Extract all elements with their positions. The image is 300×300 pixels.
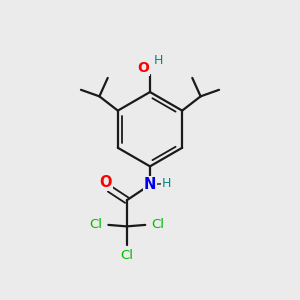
Text: H: H <box>162 177 171 190</box>
Text: Cl: Cl <box>120 249 133 262</box>
Text: H: H <box>154 54 163 67</box>
Text: O: O <box>137 61 149 75</box>
Text: N: N <box>144 177 156 192</box>
Text: Cl: Cl <box>152 218 164 231</box>
Text: Cl: Cl <box>89 218 102 231</box>
Text: O: O <box>99 175 112 190</box>
